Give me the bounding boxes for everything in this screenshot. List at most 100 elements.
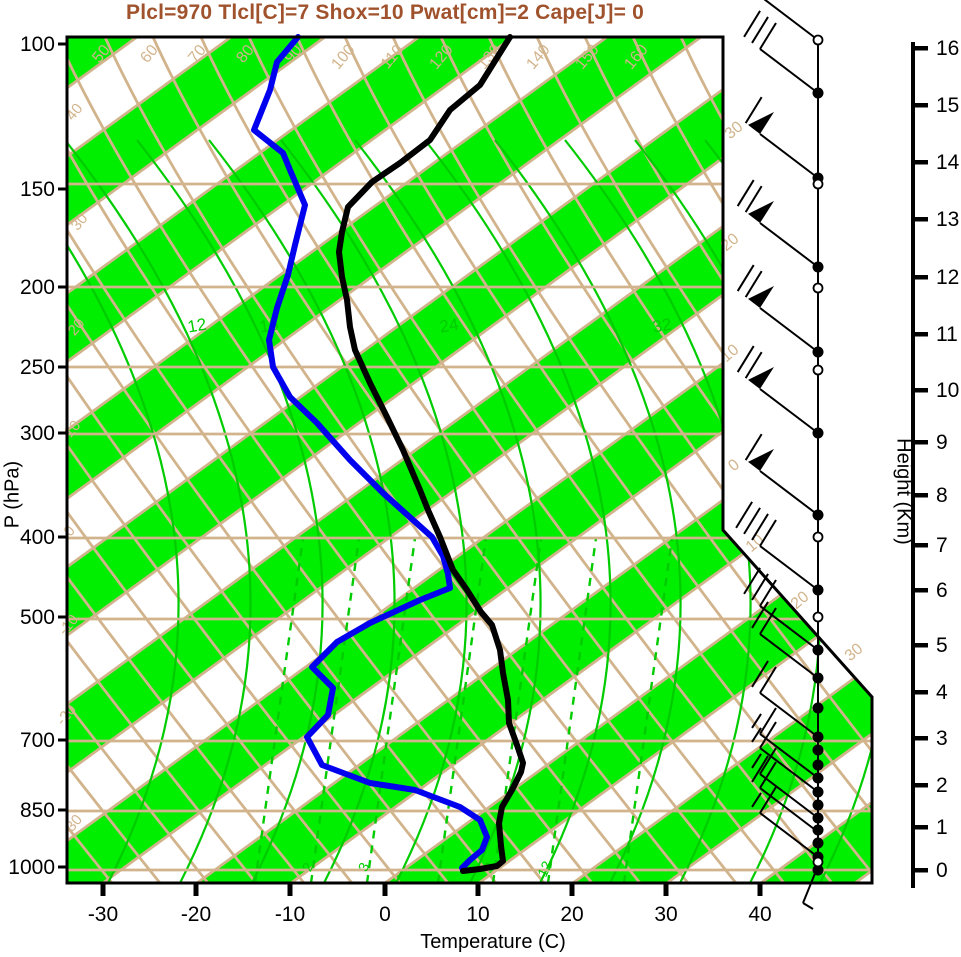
right-edge-line-label: 30	[842, 640, 867, 665]
moist-adiabat-label: 24	[438, 315, 460, 337]
wind-barb	[736, 179, 819, 268]
wind-level-dot	[812, 427, 824, 439]
height-tick-label: 14	[936, 151, 960, 174]
height-tick-label: 2	[936, 774, 948, 797]
wind-barb	[763, 0, 819, 41]
height-tick-label: 13	[936, 208, 959, 231]
mixing-ratio-lines	[253, 537, 674, 883]
wind-level-open-circle	[812, 178, 824, 190]
wind-level-dot	[812, 812, 824, 824]
wind-level-dot	[812, 509, 824, 521]
wind-level-dot	[812, 702, 824, 714]
height-tick-label: 5	[936, 634, 948, 657]
pressure-tick-label: 300	[20, 422, 55, 445]
pressure-tick-label: 150	[20, 178, 55, 201]
height-tick-label: 4	[936, 681, 948, 704]
moist-adiabat-label: 12	[186, 315, 208, 337]
wind-level-open-circle	[812, 364, 824, 376]
pressure-tick-label: 500	[20, 606, 55, 629]
pressure-tick-label: 250	[20, 356, 55, 379]
wind-level-dot	[812, 346, 824, 358]
wind-level-dot	[812, 799, 824, 811]
wind-level-dot	[812, 644, 824, 656]
temperature-tick-label: 20	[560, 903, 583, 926]
wind-level-open-circle	[812, 611, 824, 623]
wind-barb	[743, 567, 819, 651]
wind-level-dot	[812, 864, 824, 876]
wind-level-open-circle	[812, 282, 824, 294]
wind-barb	[744, 433, 819, 516]
temperature-tick-label: -10	[275, 903, 305, 926]
height-tick-label: 0	[936, 859, 948, 882]
wind-level-dot	[812, 759, 824, 771]
wind-level-dot	[812, 824, 824, 836]
height-tick-label: 1	[936, 816, 948, 839]
temperature-axis: -30 -20 -10 0 10 20 30 40	[88, 883, 772, 926]
height-tick-label: 11	[936, 323, 958, 346]
wind-barb	[751, 707, 819, 779]
temperature-tick-label: 10	[466, 903, 489, 926]
pressure-axis-caption: P (hPa)	[1, 460, 24, 529]
wind-level-dot	[812, 672, 824, 684]
temperature-curve	[336, 34, 526, 874]
temperature-tick-label: 40	[748, 903, 771, 926]
height-tick-label: 8	[936, 484, 948, 507]
wind-barb-column	[735, 0, 824, 910]
wind-level-dot	[812, 261, 824, 273]
height-tick-label: 12	[936, 266, 959, 289]
pressure-tick-label: 200	[20, 276, 55, 299]
pressure-tick-label: 400	[20, 526, 55, 549]
dry-adiabat-label: 140	[523, 41, 553, 72]
height-tick-label: 7	[936, 534, 948, 557]
wind-barb	[751, 755, 819, 833]
right-edge-line-label: 0	[725, 456, 743, 475]
wind-barb	[736, 264, 819, 353]
height-tick-label: 6	[936, 579, 948, 602]
pressure-tick-label: 100	[20, 33, 55, 56]
height-tick-label: 9	[936, 431, 948, 454]
chart-title: Plcl=970 Tlcl[C]=7 Shox=10 Pwat[cm]=2 Ca…	[126, 1, 644, 24]
pressure-tick-label: 850	[20, 799, 55, 822]
temperature-tick-label: 30	[654, 903, 677, 926]
height-tick-label: 15	[936, 94, 959, 117]
wind-level-dot	[812, 837, 824, 849]
mixing-ratio-label: 12	[534, 858, 555, 879]
pressure-tick-label: 1000	[8, 856, 55, 879]
plot-border	[65, 35, 874, 885]
height-tick-label: 10	[936, 379, 959, 402]
height-tick-label: 16	[936, 37, 959, 60]
wind-level-open-circle	[812, 856, 824, 868]
wind-barb	[744, 96, 819, 179]
pressure-axis: 100 150 200 250 300 400 500 700 850 1000	[8, 33, 67, 879]
temperature-tick-label: -20	[181, 903, 211, 926]
temperature-tick-label: -30	[88, 903, 118, 926]
wind-level-dot	[812, 584, 824, 596]
wind-level-dot	[812, 87, 824, 99]
wind-barb	[751, 601, 819, 679]
wind-level-dot	[812, 731, 824, 743]
right-edge-line-label: 30	[722, 118, 747, 143]
wind-barb	[736, 345, 819, 434]
wind-barb	[735, 501, 819, 591]
wind-barb	[751, 786, 819, 858]
wind-level-open-circle	[812, 34, 824, 46]
height-tick-label: 3	[936, 727, 948, 750]
temperature-axis-caption: Temperature (C)	[420, 931, 566, 953]
wind-barb	[743, 10, 819, 94]
dry-adiabat-label: 100	[328, 41, 358, 72]
plot-area	[67, 37, 872, 883]
wind-level-dot	[812, 744, 824, 756]
wind-barb	[751, 660, 819, 738]
wind-level-dot	[812, 772, 824, 784]
wind-barb	[751, 721, 819, 793]
height-axis-caption: Height (Km)	[892, 438, 915, 545]
wind-level-open-circle	[812, 531, 824, 543]
moist-adiabat-label: 32	[651, 315, 673, 337]
green-shading-bands	[67, 37, 872, 883]
pressure-tick-label: 700	[20, 729, 55, 752]
dewpoint-curve	[251, 34, 490, 871]
wind-barb	[751, 747, 819, 819]
